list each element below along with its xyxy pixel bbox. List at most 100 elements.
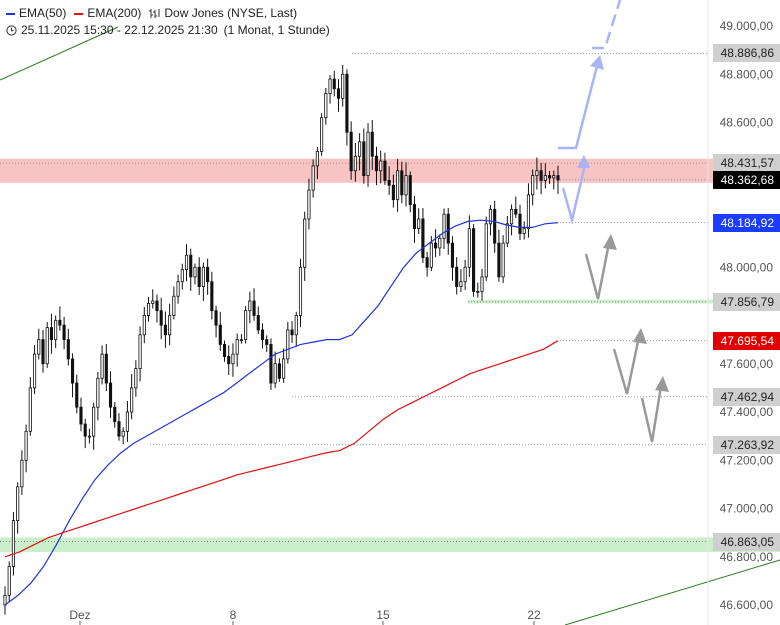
candle-body (396, 170, 400, 201)
candle-body (244, 310, 248, 341)
scenario-arrow-1 (584, 237, 612, 300)
ohlc-icon (149, 9, 160, 18)
candle-body (294, 315, 298, 336)
candle-body (214, 310, 218, 326)
candle-body (265, 339, 269, 345)
y-tick-label: 48.000,00 (720, 260, 774, 274)
candle-body (277, 363, 281, 379)
candle-body (282, 358, 286, 379)
price-badge-gray: 46.863,05 (712, 532, 780, 551)
candle-body (556, 175, 560, 181)
candle-body (467, 228, 471, 268)
candle-body (96, 377, 100, 408)
candle-body (75, 382, 79, 408)
candle-body (16, 486, 20, 521)
candle-body (146, 303, 151, 316)
candle-body (366, 131, 370, 176)
candle-body (210, 281, 214, 312)
y-tick-label: 48.600,00 (720, 116, 774, 130)
candle-body (58, 319, 62, 326)
y-tick-label: 46.600,00 (720, 598, 774, 612)
candle-body (493, 208, 497, 244)
legend-ema50[interactable]: EMA(50) (6, 5, 66, 22)
x-axis[interactable]: Dez 8 15 22 (69, 608, 541, 625)
candle-body (290, 329, 294, 336)
ema200-label: EMA(200) (87, 6, 142, 20)
candle-body (374, 155, 379, 172)
candle-body (142, 315, 146, 336)
price-badge-gray: 47.462,94 (712, 387, 780, 406)
candle-body (62, 324, 66, 341)
price-badge-red: 47.695,54 (712, 331, 780, 350)
candle-body (176, 281, 180, 297)
candle-body (20, 459, 24, 488)
candle-body (28, 387, 32, 432)
candle-body (54, 319, 58, 341)
candle-body (476, 290, 480, 293)
price-badge-gray: 47.263,92 (712, 435, 780, 454)
candle-body (488, 208, 493, 225)
candle-body (37, 339, 41, 355)
candle-body (100, 353, 104, 379)
candle-body (353, 155, 357, 172)
candle-body (222, 344, 227, 357)
scenario-arrowhead-3 (655, 376, 669, 392)
candle-body (260, 329, 265, 341)
y-tick-label: 47.600,00 (720, 357, 774, 371)
candle-body (201, 266, 205, 287)
candles-layer (3, 64, 560, 615)
candle-body (387, 179, 391, 186)
candle-body (168, 315, 172, 336)
y-tick-label: 46.800,00 (720, 550, 774, 564)
interval-label: (1 Monat, 1 Stunde) (223, 23, 330, 37)
candle-body (332, 78, 336, 90)
candle-body (151, 300, 155, 304)
candle-body (227, 356, 231, 365)
candle-body (547, 175, 552, 179)
candle-body (341, 73, 345, 99)
candle-body (298, 266, 303, 316)
candle-body (391, 184, 395, 201)
ema50-swatch (6, 12, 15, 15)
candle-body (501, 242, 505, 278)
candle-body (514, 208, 518, 215)
candle-body (49, 327, 53, 341)
legend-ema200[interactable]: EMA(200) (74, 5, 141, 22)
candle-body (130, 387, 134, 413)
projection-up-line (558, 61, 600, 150)
y-axis[interactable]: 49.000,00 48.800,00 48.600,00 48.000,00 47.6… (707, 0, 774, 625)
candle-body (358, 141, 362, 157)
candle-body (235, 339, 239, 355)
ema-layer (4, 219, 559, 606)
candle-body (32, 353, 37, 389)
ema200-line (4, 340, 559, 558)
candle-body (442, 213, 446, 239)
candle-body (526, 194, 531, 230)
candle-body (87, 435, 91, 438)
candle-body (41, 339, 45, 365)
candle-body (349, 131, 353, 172)
candle-body (83, 423, 87, 437)
candle-body (459, 281, 463, 287)
candle-body (336, 88, 341, 99)
candle-body (438, 237, 442, 249)
legend-instrument[interactable]: Dow Jones (NYSE, Last) (149, 5, 297, 22)
projection-target-arrowhead (590, 55, 604, 70)
candle-body (180, 269, 184, 283)
clock-icon (6, 25, 17, 36)
candle-body (11, 520, 16, 567)
candle-body (269, 344, 273, 384)
candle-body (45, 327, 49, 365)
candle-body (510, 208, 514, 225)
candle-body (70, 358, 75, 384)
candle-body (248, 300, 252, 312)
candle-body (345, 73, 349, 133)
ema50-label: EMA(50) (19, 6, 67, 20)
scenario-arrows-layer (558, 0, 669, 443)
candle-body (184, 254, 189, 271)
candle-body (79, 406, 83, 425)
candle-body (239, 339, 243, 342)
y-tick-label: 48.800,00 (720, 67, 774, 81)
chart-legend: EMA(50) EMA(200) Dow Jones (NYSE, Last) … (6, 5, 330, 39)
